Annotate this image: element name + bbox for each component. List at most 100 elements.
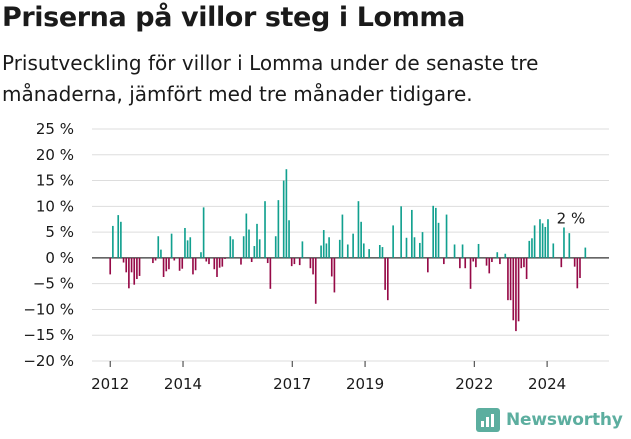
- bar: [314, 257, 317, 304]
- bar: [584, 247, 587, 258]
- bar: [320, 245, 322, 258]
- bar: [194, 257, 197, 271]
- bar: [341, 214, 344, 258]
- bar: [362, 243, 365, 258]
- bar: [229, 236, 232, 258]
- bar: [328, 237, 330, 258]
- bar: [298, 257, 301, 266]
- bar: [138, 257, 141, 276]
- bar: [499, 257, 501, 265]
- bar: [568, 233, 571, 258]
- y-tick-label: 0 %: [45, 249, 74, 267]
- bar: [130, 257, 133, 273]
- x-tick-label: 2014: [164, 375, 202, 393]
- y-axis-ticks: 25 % 20 % 15 % 10 % 5 % 0 % −5 % −10 % −15 % −20 …: [23, 120, 74, 370]
- bar: [122, 257, 125, 263]
- bar: [400, 206, 402, 258]
- y-tick-label: −10 %: [23, 300, 74, 318]
- bar: [405, 237, 408, 258]
- bar: [437, 222, 440, 258]
- bar: [539, 219, 541, 258]
- bar: [218, 257, 221, 268]
- bar: [184, 227, 186, 258]
- bar: [477, 243, 480, 258]
- x-tick-label: 2024: [528, 375, 566, 393]
- y-tick-label: −5 %: [33, 275, 74, 293]
- bar: [186, 240, 189, 258]
- bar: [152, 257, 154, 264]
- bar: [507, 257, 509, 301]
- bar: [288, 220, 290, 258]
- bar: [312, 257, 314, 275]
- bar: [509, 257, 512, 301]
- bar: [579, 257, 581, 278]
- bar: [120, 221, 122, 258]
- bar: [301, 241, 304, 258]
- bar: [325, 243, 328, 258]
- bar: [232, 239, 234, 258]
- bar: [512, 257, 515, 321]
- bar: [528, 240, 531, 258]
- newsworthy-logo-text: Newsworthy: [506, 410, 623, 430]
- y-tick-label: −20 %: [23, 352, 74, 370]
- bar: [469, 257, 472, 289]
- bar: [504, 253, 507, 258]
- bar: [533, 225, 536, 258]
- bar: [178, 257, 181, 271]
- bar: [154, 257, 157, 261]
- y-tick-label: 20 %: [36, 146, 74, 164]
- bar: [112, 225, 114, 258]
- bar: [576, 257, 579, 289]
- bar: [248, 229, 250, 258]
- bars: [109, 169, 587, 332]
- bar: [330, 257, 333, 277]
- bar: [445, 214, 448, 258]
- bar: [208, 257, 210, 265]
- bar: [205, 257, 208, 262]
- x-axis-ticks: 2012 2014 2017 2019 2022 2024: [91, 361, 566, 393]
- bar: [443, 257, 445, 265]
- bar: [285, 169, 288, 258]
- bar: [125, 257, 128, 273]
- bar: [573, 257, 576, 267]
- bar: [378, 245, 381, 258]
- bar: [346, 244, 349, 258]
- bar: [181, 257, 184, 269]
- bar: [459, 257, 461, 269]
- bar: [264, 201, 266, 258]
- x-tick-label: 2017: [273, 375, 311, 393]
- bar: [213, 257, 216, 270]
- bar: [128, 257, 130, 289]
- bar: [563, 227, 565, 258]
- bar: [157, 236, 160, 258]
- y-tick-label: 10 %: [36, 197, 74, 215]
- bar: [547, 219, 549, 258]
- bar: [560, 257, 563, 268]
- bar: [531, 238, 533, 258]
- bar: [419, 242, 421, 258]
- bar: [368, 249, 370, 258]
- bar: [488, 257, 491, 274]
- bar: [435, 207, 437, 258]
- y-tick-label: 25 %: [36, 120, 74, 138]
- y-tick-label: 5 %: [45, 223, 74, 241]
- bar: [517, 257, 520, 322]
- x-tick-label: 2012: [91, 375, 129, 393]
- bar: [496, 252, 499, 258]
- bar: [245, 213, 248, 258]
- bar: [192, 257, 194, 275]
- bar: [240, 257, 242, 265]
- bar: [411, 209, 413, 258]
- bar: [520, 257, 523, 269]
- bar: [165, 257, 168, 272]
- chart-title: Priserna på villor steg i Lomma: [2, 2, 465, 33]
- bar: [256, 223, 258, 258]
- y-tick-label: −15 %: [23, 326, 74, 344]
- bar: [109, 257, 112, 275]
- bar: [413, 237, 416, 258]
- bar: [392, 225, 394, 258]
- bar: [427, 257, 429, 273]
- bar: [552, 243, 555, 258]
- x-tick-label: 2022: [455, 375, 493, 393]
